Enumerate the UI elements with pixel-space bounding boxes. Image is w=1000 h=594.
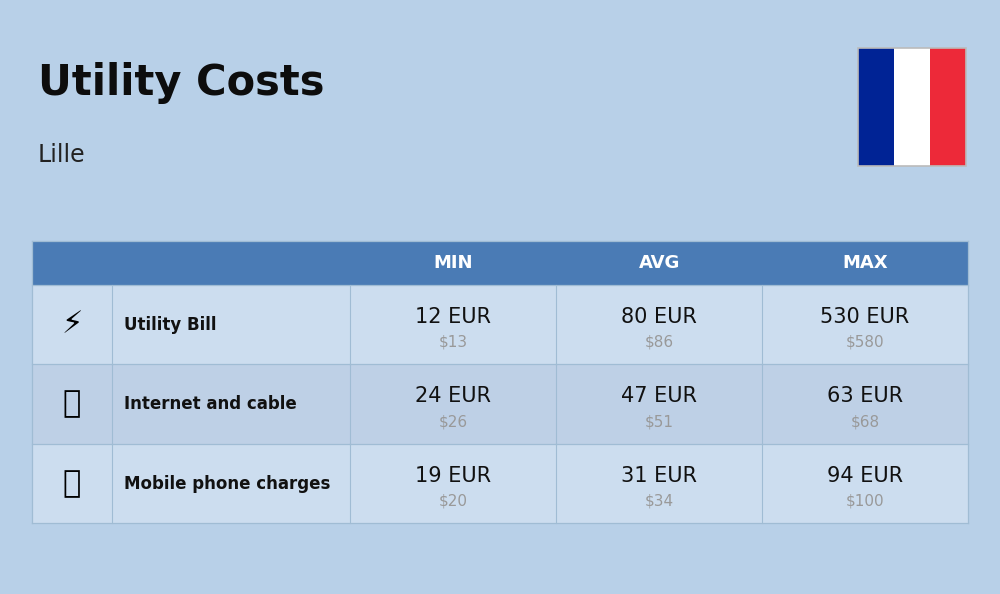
FancyBboxPatch shape (32, 241, 350, 285)
Text: AVG: AVG (638, 254, 680, 271)
Text: 80 EUR: 80 EUR (621, 307, 697, 327)
Text: MIN: MIN (433, 254, 473, 271)
Text: Utility Bill: Utility Bill (124, 315, 216, 333)
Text: $51: $51 (645, 414, 674, 429)
Text: $13: $13 (439, 334, 468, 349)
Text: $580: $580 (846, 334, 884, 349)
FancyBboxPatch shape (858, 48, 894, 166)
Text: ⚡: ⚡ (61, 310, 82, 339)
FancyBboxPatch shape (45, 388, 99, 420)
Text: 530 EUR: 530 EUR (820, 307, 910, 327)
FancyBboxPatch shape (45, 467, 99, 500)
Text: 63 EUR: 63 EUR (827, 386, 903, 406)
FancyBboxPatch shape (930, 48, 966, 166)
Text: 19 EUR: 19 EUR (415, 466, 491, 486)
Text: 31 EUR: 31 EUR (621, 466, 697, 486)
Text: 24 EUR: 24 EUR (415, 386, 491, 406)
Text: $26: $26 (439, 414, 468, 429)
FancyBboxPatch shape (894, 48, 930, 166)
Text: $68: $68 (850, 414, 880, 429)
FancyBboxPatch shape (45, 308, 99, 340)
Text: 94 EUR: 94 EUR (827, 466, 903, 486)
FancyBboxPatch shape (32, 364, 968, 444)
Text: 12 EUR: 12 EUR (415, 307, 491, 327)
FancyBboxPatch shape (32, 444, 968, 523)
FancyBboxPatch shape (32, 241, 968, 285)
Text: 📱: 📱 (63, 469, 81, 498)
Text: 47 EUR: 47 EUR (621, 386, 697, 406)
Text: MAX: MAX (842, 254, 888, 271)
Text: 📶: 📶 (63, 390, 81, 419)
Text: Utility Costs: Utility Costs (38, 62, 324, 105)
FancyBboxPatch shape (32, 285, 968, 364)
Text: $100: $100 (846, 494, 884, 508)
Text: Internet and cable: Internet and cable (124, 395, 296, 413)
Text: Lille: Lille (38, 143, 86, 166)
Text: $20: $20 (439, 494, 468, 508)
Text: Mobile phone charges: Mobile phone charges (124, 475, 330, 492)
Text: $34: $34 (645, 494, 674, 508)
Text: $86: $86 (645, 334, 674, 349)
